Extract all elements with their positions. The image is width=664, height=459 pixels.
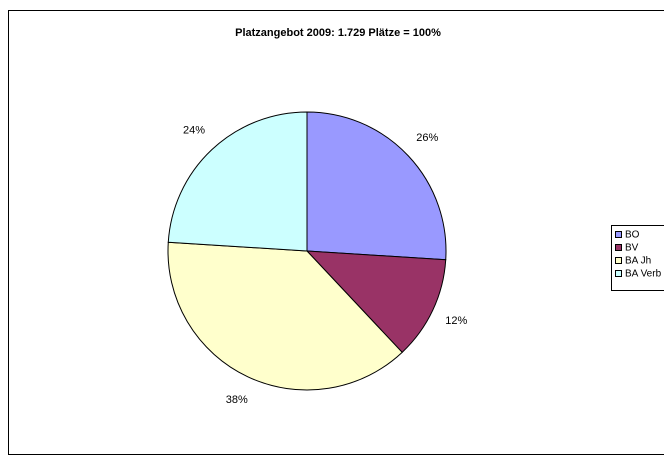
legend-swatch (615, 231, 622, 238)
legend-label: BO (625, 230, 640, 241)
legend-swatch (615, 270, 622, 277)
chart-title: Platzangebot 2009: 1.729 Plätze = 100% (235, 27, 441, 39)
data-label: 26% (416, 132, 438, 144)
legend-swatch (615, 244, 622, 251)
pie-slice (305, 250, 447, 354)
legend-label: BA Verb (625, 269, 662, 280)
pie-slice (167, 111, 308, 252)
data-label: 12% (445, 315, 467, 327)
data-label: 38% (226, 394, 248, 406)
legend-label: BA Jh (625, 256, 651, 267)
pie-slice (167, 241, 403, 391)
legend-label: BV (625, 243, 639, 254)
legend-swatch (615, 257, 622, 264)
data-label: 24% (183, 125, 205, 137)
pie-slice (306, 111, 447, 261)
